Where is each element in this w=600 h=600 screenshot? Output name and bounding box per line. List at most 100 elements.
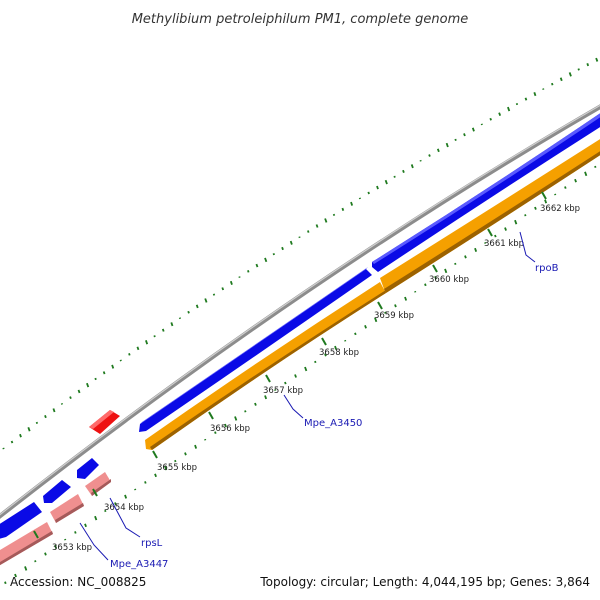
cds-forward-fusa xyxy=(77,458,99,479)
gc-dot xyxy=(474,247,478,252)
gc-dot xyxy=(445,142,449,148)
gene-leader-line xyxy=(109,497,141,538)
cds-forward-rpob-shade xyxy=(372,113,600,264)
gc-dot xyxy=(34,560,37,563)
gc-dot xyxy=(264,257,268,263)
tick-mark xyxy=(487,228,493,237)
gc-dot xyxy=(384,311,387,314)
gc-dot xyxy=(444,268,448,274)
tick-mark xyxy=(33,530,39,539)
gc-dot xyxy=(504,227,507,231)
cds-reverse-right-shade xyxy=(384,151,600,293)
gc-dot xyxy=(145,340,149,345)
gc-dot xyxy=(507,106,511,112)
rrna-forward xyxy=(89,410,120,434)
gc-dot xyxy=(584,171,588,177)
cds-reverse-a3447 xyxy=(50,494,84,523)
gc-dot xyxy=(436,148,440,153)
gc-dot xyxy=(393,175,396,178)
gc-dot xyxy=(384,179,388,185)
gc-dot xyxy=(289,240,293,245)
gc-dot xyxy=(128,353,131,356)
gc-dot xyxy=(281,246,284,251)
gc-dot xyxy=(314,360,317,364)
gc-dot xyxy=(489,117,492,121)
gc-dot xyxy=(19,433,22,438)
gc-dot xyxy=(315,224,319,228)
gc-dot xyxy=(54,544,58,549)
gc-dot xyxy=(212,293,216,296)
gc-dot xyxy=(52,408,56,413)
gc-dot xyxy=(170,322,174,327)
gc-dot xyxy=(350,201,354,206)
gc-dot xyxy=(84,523,87,528)
gc-dot xyxy=(574,178,577,183)
cds-forward-rpsg xyxy=(43,480,71,503)
gc-dot xyxy=(294,374,297,378)
tick-mark xyxy=(92,488,98,497)
gc-dot xyxy=(524,214,527,217)
gene-leader-line xyxy=(519,231,536,263)
gc-dot xyxy=(464,255,467,259)
cds-reverse-left-shade xyxy=(0,531,53,566)
gc-dot xyxy=(144,481,147,484)
gc-dot xyxy=(341,207,345,211)
gene-leader-line xyxy=(79,522,109,561)
gc-dot xyxy=(594,165,597,169)
gc-dot xyxy=(534,206,537,210)
cds-forward-rpoc-shade xyxy=(140,267,368,424)
gc-dot xyxy=(559,77,563,82)
tick-label: 3657 kbp xyxy=(263,386,303,396)
gc-dot xyxy=(284,381,287,385)
gc-dot xyxy=(551,82,554,86)
gc-dot xyxy=(114,502,117,506)
gc-dot xyxy=(60,402,64,405)
gc-dot xyxy=(111,364,115,369)
gc-dot xyxy=(463,133,466,137)
gc-dot xyxy=(454,262,457,266)
gc-dot xyxy=(307,230,310,233)
gc-dot xyxy=(195,304,199,309)
gc-dot xyxy=(229,280,233,285)
gc-dot xyxy=(77,389,81,394)
gc-dot xyxy=(334,345,338,350)
cds-forward-rpoc xyxy=(139,269,372,432)
cds-reverse-rpsl xyxy=(85,472,111,496)
gc-dot xyxy=(221,287,225,291)
gc-dot xyxy=(187,310,190,314)
tick-label: 3653 kbp xyxy=(52,543,92,553)
gc-dot xyxy=(410,164,414,169)
gc-dot xyxy=(595,57,599,62)
gene-leader-line xyxy=(283,394,304,419)
gc-dot xyxy=(577,68,580,71)
gc-dot xyxy=(568,72,572,77)
gc-dot xyxy=(364,324,367,329)
gc-dot xyxy=(367,191,370,195)
gc-dot xyxy=(586,63,590,67)
gene-label: rpoB xyxy=(535,263,559,274)
gc-dot xyxy=(494,234,497,238)
gc-dot xyxy=(104,509,107,513)
tick-mark xyxy=(208,411,214,420)
gc-dot xyxy=(255,263,259,268)
gc-dot xyxy=(194,444,198,449)
gc-dot xyxy=(69,396,72,400)
genome-backbone-highlight xyxy=(0,104,600,516)
tick-mark xyxy=(152,450,158,459)
tick-mark xyxy=(265,374,271,383)
gc-dot xyxy=(184,452,187,456)
gc-dot xyxy=(14,573,17,578)
gc-dot xyxy=(24,566,28,571)
gc-dot xyxy=(119,359,122,362)
gc-dot xyxy=(471,127,475,132)
gc-dot xyxy=(164,465,168,471)
gc-dot xyxy=(544,199,548,204)
gc-dot xyxy=(234,416,238,421)
gc-dot xyxy=(264,395,268,400)
gc-dot xyxy=(428,154,431,157)
gc-dot xyxy=(86,382,90,388)
gc-dot xyxy=(214,431,217,434)
coordinate-ticks: 3653 kbp 3654 kbp 3655 kbp 3656 kbp 3657… xyxy=(33,191,580,553)
gc-dot xyxy=(354,332,357,336)
gc-dot xyxy=(178,317,182,320)
